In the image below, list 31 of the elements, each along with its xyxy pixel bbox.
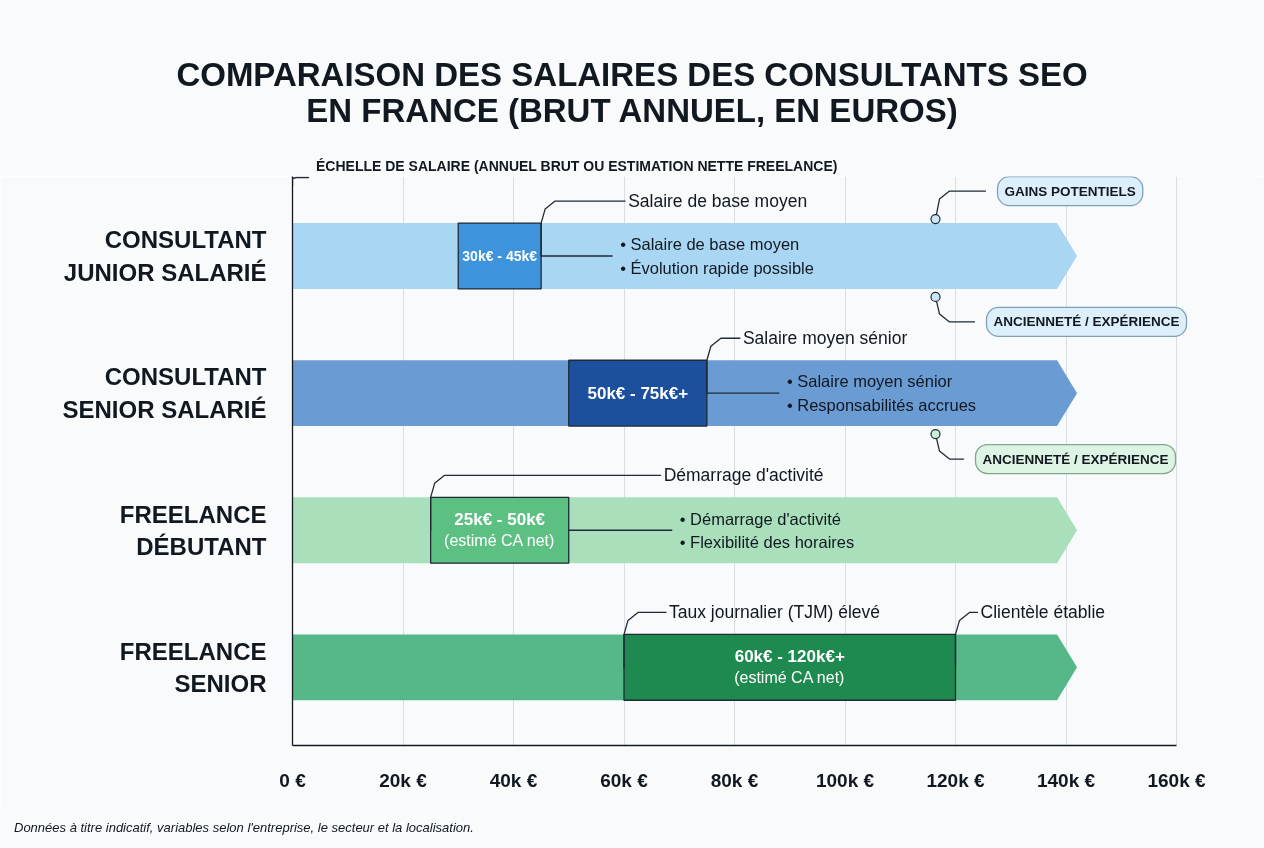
annotation: Salaire de base moyen (628, 191, 808, 212)
annotation: Taux journalier (TJM) élevé (669, 602, 881, 623)
x-tick-label: 120k € (926, 769, 985, 791)
y-tick-label: FREELANCE DÉBUTANT (119, 500, 267, 560)
annotation: • Salaire moyen sénior • Responsabilités accrues (786, 372, 977, 414)
annotation: 25k€ - 50k€ (estimé CA net) (444, 510, 555, 550)
annotation: Clientèle établie (980, 602, 1106, 623)
y-tick-label: CONSULTANT SENIOR SALARIÉ (62, 363, 267, 423)
x-tick-label: 20k € (379, 769, 428, 791)
annotation: ANCIENNETÉ / EXPÉRIENCE (982, 451, 1169, 467)
x-tick-label: 80k € (710, 769, 759, 791)
annotation: • Salaire de base moyen • Évolution rapide possible (620, 235, 814, 277)
x-tick-label: 160k € (1147, 769, 1206, 791)
x-tick-label: 100k € (815, 769, 875, 791)
annotation: • Démarrage d'activité • Flexibilité des horaires (679, 509, 855, 551)
x-tick-label: 60k € (600, 769, 649, 791)
annotation: 60k€ - 120k€+ (estimé CA net) (734, 647, 845, 687)
text: ÉCHELLE DE SALAIRE (ANNUEL BRUT OU ESTIMATION NETTE FREELANCE) (315, 158, 838, 174)
annotation: 30k€ - 45k€ (462, 248, 538, 265)
annotation: Salaire moyen sénior (742, 328, 908, 349)
chart-title: COMPARAISON DES SALAIRES DES CONSULTANTS SEO EN FRANCE (BRUT ANNUEL, EN EUROS) (175, 55, 1089, 129)
annotation: Démarrage d'activité (663, 465, 824, 486)
x-tick-label: 0 € (279, 769, 307, 791)
x-tick-label: 140k € (1036, 769, 1096, 791)
annotation: GAINS POTENTIELS (1004, 183, 1136, 199)
text: Données à titre indicatif, variables selon l'entreprise, le secteur et la localisation. (13, 819, 474, 836)
y-tick-label: CONSULTANT JUNIOR SALARIÉ (63, 226, 267, 286)
x-tick-label: 40k € (489, 769, 538, 791)
y-tick-label: FREELANCE SENIOR (119, 637, 267, 698)
annotation: ANCIENNETÉ / EXPÉRIENCE (993, 314, 1180, 330)
annotation: 50k€ - 75k€+ (587, 383, 689, 403)
